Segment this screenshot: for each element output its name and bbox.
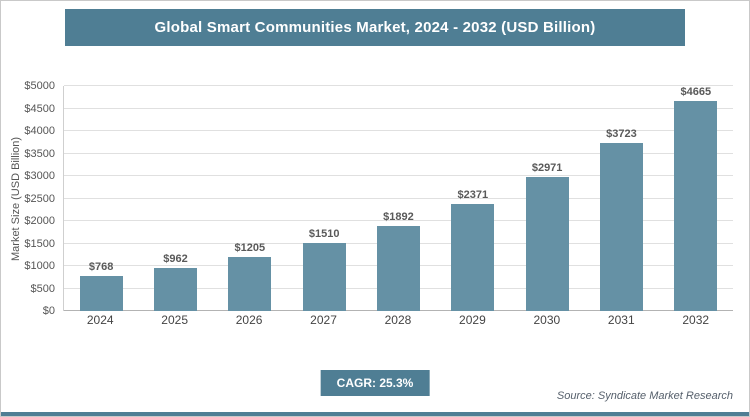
bar-value-label: $1205: [234, 241, 266, 254]
x-tick-label: 2028: [384, 313, 412, 327]
bar-value-label: $4665: [680, 86, 712, 99]
y-tick-label: $0: [42, 305, 55, 317]
y-tick-label: $5000: [24, 80, 55, 92]
x-tick-label: 2030: [533, 313, 561, 327]
bar-value-label: $962: [163, 252, 188, 265]
bar-slot: $2371: [436, 86, 510, 311]
x-tick-label: 2025: [161, 313, 188, 327]
plot-area: $768 $962 $1205 $1510 $1892 $2371 $2971 $3723 $4…: [63, 85, 733, 311]
bars-row: $768 $962 $1205 $1510 $1892 $2371 $2971 $3723 $4…: [64, 86, 733, 311]
x-axis: 2024 2025 2026 2027 2028 2029 2030 2031 2032: [63, 313, 733, 333]
bar-value-label: $3723: [606, 128, 637, 141]
gridline: [64, 85, 733, 86]
y-tick-label: $2000: [24, 215, 55, 227]
y-tick-label: $500: [30, 282, 55, 295]
gridline: [64, 220, 733, 221]
gridline: [64, 107, 733, 109]
bar: [79, 276, 123, 311]
bar-value-label: $768: [88, 261, 114, 274]
y-tick-label: $3500: [24, 147, 55, 160]
bar-value-label: $1510: [308, 228, 340, 241]
bar: [451, 204, 495, 311]
gridline: [64, 175, 733, 176]
bar-value-label: $2971: [531, 162, 563, 175]
bar: [153, 267, 198, 311]
y-tick-label: $4000: [24, 125, 55, 137]
bar-slot: $4665: [659, 86, 733, 311]
bar-slot: $962: [138, 86, 212, 311]
bottom-accent-line: [1, 412, 749, 416]
bar-slot: $1510: [287, 86, 361, 311]
chart-title: Global Smart Communities Market, 2024 - …: [154, 19, 596, 36]
y-tick-label: $1000: [24, 260, 55, 272]
x-tick-label: 2031: [607, 313, 635, 327]
bar-slot: $768: [64, 86, 138, 311]
x-tick-label: 2029: [459, 313, 486, 327]
cagr-badge: CAGR: 25.3%: [320, 370, 430, 396]
x-tick-label: 2024: [86, 313, 114, 327]
x-tick-label: 2026: [235, 313, 263, 327]
bar-slot: $1205: [213, 86, 287, 311]
bar-slot: $2971: [510, 86, 584, 311]
bar: [302, 243, 346, 311]
bar: [228, 256, 272, 311]
bar-value-label: $2371: [457, 189, 489, 202]
x-tick-label: 2027: [310, 313, 337, 327]
chart-title-bar: Global Smart Communities Market, 2024 - …: [65, 9, 685, 46]
bar-slot: $1892: [361, 86, 435, 311]
bar: [525, 177, 569, 311]
x-tick-label: 2032: [682, 313, 710, 327]
bar-slot: $3723: [584, 86, 658, 311]
gridline: [64, 197, 733, 199]
y-axis: $0 $500 $1000 $1500 $2000 $2500 $3000 $3500 $400…: [23, 80, 59, 317]
bar-value-label: $1892: [383, 210, 414, 223]
gridline: [64, 152, 733, 154]
bar: [674, 101, 718, 311]
y-tick-label: $2500: [24, 192, 55, 205]
y-tick-label: $4500: [24, 102, 55, 115]
gridline: [64, 130, 733, 131]
y-tick-label: $1500: [24, 237, 55, 250]
bar: [599, 143, 644, 311]
y-tick-label: $3000: [24, 170, 55, 182]
bar: [376, 225, 421, 311]
source-text: Source: Syndicate Market Research: [556, 390, 733, 402]
